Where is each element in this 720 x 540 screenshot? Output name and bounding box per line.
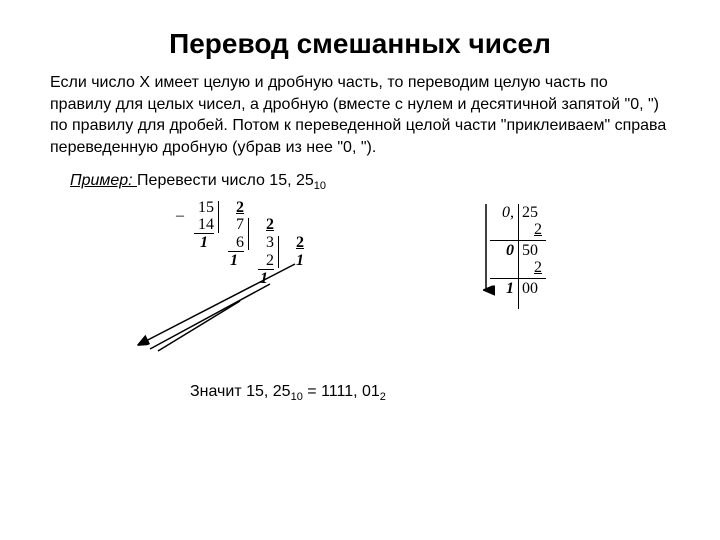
down-arrow (478, 202, 498, 302)
work-area: – 15 2 14 1 7 2 6 1 3 2 2 1 1 (80, 199, 700, 379)
result-pre: Значит 15, 25 (190, 383, 291, 400)
fr-hline-2 (490, 278, 546, 279)
example-label: Пример: (70, 172, 137, 189)
fr-2a: 2 (522, 221, 542, 239)
fr-vline (518, 204, 519, 309)
fr-25: 25 (522, 204, 546, 222)
body-paragraph: Если число Х имеет целую и дробную часть… (50, 72, 670, 158)
example-line: Пример: Перевести число 15, 2510 (70, 172, 670, 192)
result-mid: = 1111, 01 (303, 383, 380, 400)
fr-50: 50 (522, 242, 546, 260)
page-title: Перевод смешанных чисел (50, 28, 670, 60)
example-subscript: 10 (314, 181, 326, 193)
result-sub2: 2 (380, 391, 386, 403)
fr-hline-1 (490, 240, 546, 241)
example-text: Перевести число 15, 25 (137, 172, 314, 189)
slide: Перевод смешанных чисел Если число Х име… (0, 0, 720, 423)
result-line: Значит 15, 2510 = 1111, 012 (190, 383, 670, 403)
arrow-lines (80, 199, 330, 369)
fr-00: 00 (522, 280, 546, 298)
result-sub1: 10 (291, 391, 303, 403)
fr-2b: 2 (522, 259, 542, 277)
